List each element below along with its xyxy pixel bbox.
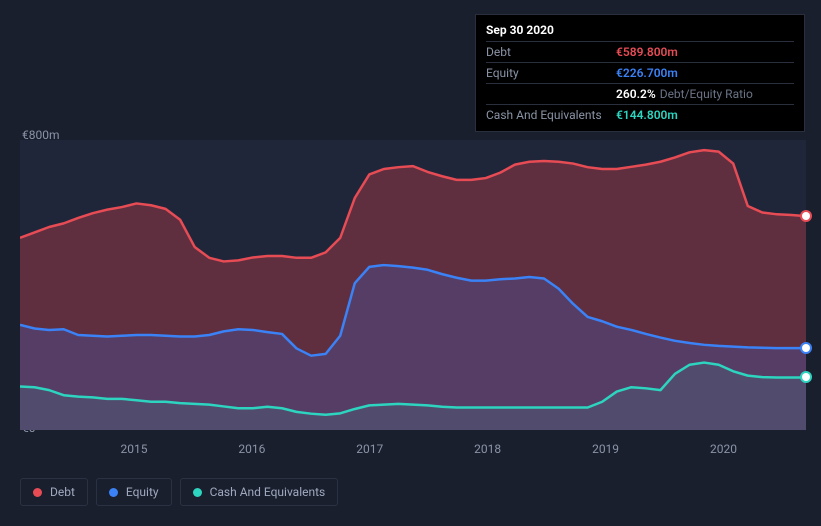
tooltip-label: Cash And Equivalents [486,108,616,122]
marker-dot [802,344,810,352]
tooltip-value: €144.800m [616,108,678,122]
tooltip-value: 260.2%Debt/Equity Ratio [616,87,753,101]
tooltip-row: 260.2%Debt/Equity Ratio [486,83,794,104]
x-axis-tick: 2017 [356,442,383,456]
legend-label: Equity [126,485,159,499]
legend-item-equity[interactable]: Equity [96,478,172,506]
legend-label: Debt [50,485,75,499]
tooltip-row: Equity€226.700m [486,62,794,83]
x-axis-tick: 2018 [474,442,501,456]
plot-area[interactable] [20,140,806,430]
debt-equity-chart: Sep 30 2020 Debt€589.800mEquity€226.700m… [0,0,821,526]
legend-swatch [33,488,42,497]
tooltip-label: Debt [486,45,616,59]
legend-item-cash-and-equivalents[interactable]: Cash And Equivalents [180,478,339,506]
x-axis: 2015 2016 2017 2018 2019 2020 [20,442,806,462]
chart-svg [20,140,806,430]
tooltip-row: Debt€589.800m [486,41,794,62]
marker-dot [802,212,810,220]
tooltip-label [486,87,616,101]
legend-label: Cash And Equivalents [210,485,326,499]
x-axis-tick: 2019 [592,442,619,456]
legend: Debt Equity Cash And Equivalents [20,478,338,506]
tooltip-label: Equity [486,66,616,80]
chart-tooltip: Sep 30 2020 Debt€589.800mEquity€226.700m… [475,14,805,132]
tooltip-date: Sep 30 2020 [486,21,794,41]
marker-dot [802,373,810,381]
tooltip-value: €589.800m [616,45,678,59]
tooltip-value: €226.700m [616,66,678,80]
tooltip-secondary: Debt/Equity Ratio [660,87,753,101]
tooltip-row: Cash And Equivalents€144.800m [486,104,794,125]
legend-item-debt[interactable]: Debt [20,478,88,506]
x-axis-tick: 2020 [710,442,737,456]
x-axis-tick: 2016 [238,442,265,456]
legend-swatch [109,488,118,497]
legend-swatch [193,488,202,497]
x-axis-tick: 2015 [120,442,147,456]
